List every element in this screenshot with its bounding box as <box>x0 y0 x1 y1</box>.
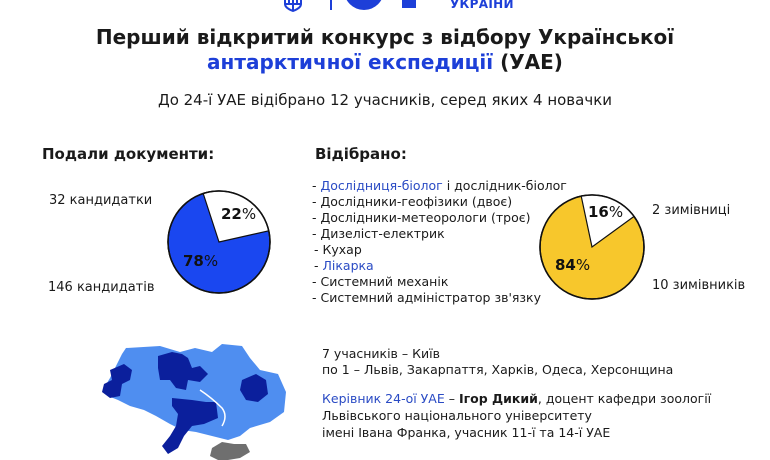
map-region-south <box>162 398 218 454</box>
trident-icon <box>284 0 302 12</box>
map-river <box>199 389 226 427</box>
map-region-light <box>104 344 286 440</box>
leader-line1: Керівник 24-ої УАЕ – Ігор Дикий, доцент … <box>322 391 712 406</box>
map-region-kharkiv <box>240 374 268 402</box>
location-line1: 7 учасників – Київ <box>322 346 440 361</box>
list-item: - Дизеліст-електрик <box>312 226 445 241</box>
applied-pie-big-label: 78% <box>183 252 219 270</box>
selected-female-label: 2 зимівниці <box>652 203 731 218</box>
leader-line3: імені Івана Франка, учасник 11-ї та 14-ї… <box>322 425 611 440</box>
page-title-line2: антарктичної експедиції (УАЕ) <box>0 50 770 75</box>
selected-pie-big-label: 84% <box>555 256 591 274</box>
subtitle: До 24-ї УАЕ відібрано 12 учасників, сере… <box>157 91 613 109</box>
logo-divider <box>330 0 332 10</box>
map-region-kyiv <box>158 352 208 390</box>
applied-female-label: 32 кандидатки <box>49 193 153 208</box>
list-item: - Системний механік <box>312 274 449 289</box>
applied-pie-small-label: 22% <box>221 205 257 223</box>
selected-pie-chart <box>539 194 645 300</box>
selected-roles-list: - Дослідниця-біолог і дослідник-біолог -… <box>312 178 567 306</box>
list-item: - Дослідники-метеорологи (троє) <box>312 210 531 225</box>
selected-pie-small-label: 16% <box>588 203 624 221</box>
location-line2: по 1 – Львів, Закарпаття, Харків, Одеса,… <box>322 362 674 377</box>
list-item: - Лікарка <box>314 258 374 273</box>
applied-male-label: 146 кандидатів <box>48 280 155 295</box>
page-title-line1: Перший відкритий конкурс з відбору Украї… <box>95 25 675 49</box>
applied-heading: Подали документи: <box>42 145 215 163</box>
list-item: - Дослідники-геофізики (двоє) <box>312 194 513 209</box>
selected-heading: Відібрано: <box>315 145 407 163</box>
selected-male-label: 10 зимівників <box>652 278 746 293</box>
applied-pie-chart <box>167 190 271 294</box>
leader-line2: Львівського національного університету <box>322 408 592 423</box>
title-suffix: (УАЕ) <box>493 50 563 74</box>
list-item: - Кухар <box>314 242 362 257</box>
logo-circle-icon <box>344 0 384 10</box>
map-region-crimea <box>210 442 250 460</box>
list-item: - Дослідниця-біолог і дослідник-біолог <box>312 178 567 193</box>
logo-bar-icon <box>402 0 416 8</box>
ukraine-map <box>102 344 286 460</box>
title-highlight: антарктичної експедиції <box>207 50 494 74</box>
leader-name: Ігор Дикий <box>458 391 538 406</box>
map-region-west <box>102 364 132 398</box>
logo-text: УКРАЇНИ <box>450 0 514 11</box>
list-item: - Системний адміністратор зв'язку <box>312 290 542 305</box>
leader-role: Керівник 24-ої УАЕ <box>322 391 445 406</box>
